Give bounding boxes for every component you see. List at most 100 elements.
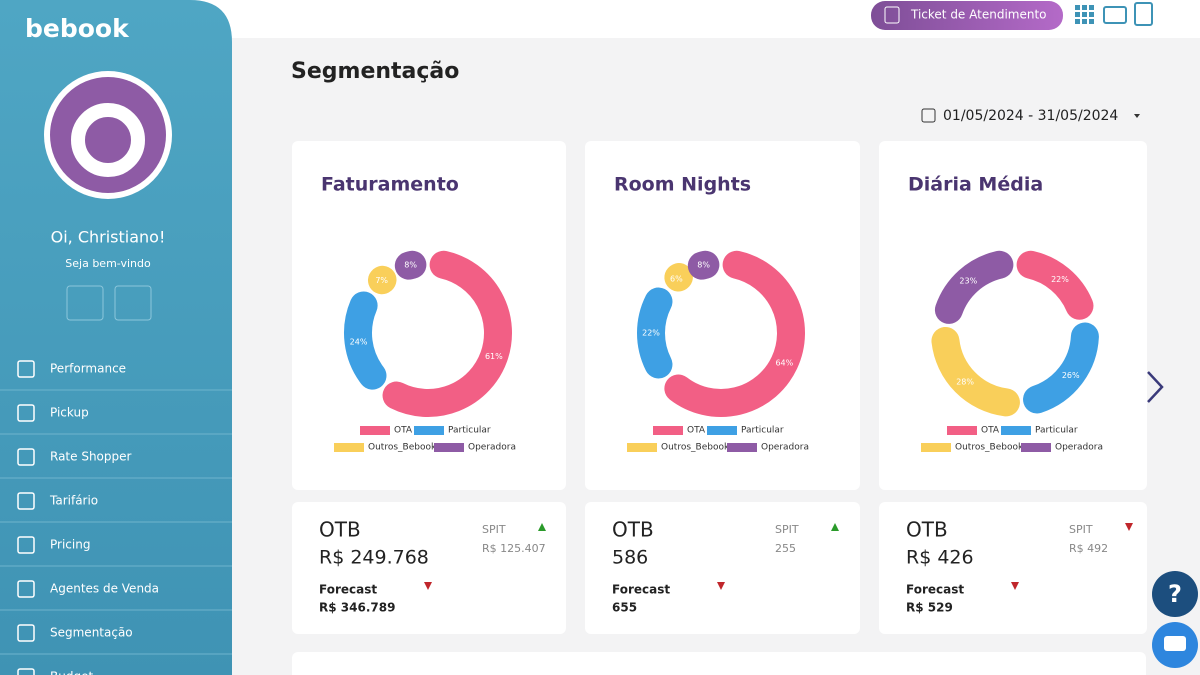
calendar-icon[interactable] (921, 108, 936, 123)
menu-item[interactable]: Rate Shopper (50, 450, 132, 464)
legend-swatch (727, 443, 757, 452)
donut-segment (1023, 322, 1099, 414)
legend-swatch (414, 426, 444, 435)
menu-icon (17, 404, 35, 422)
kpi-card (292, 502, 566, 634)
legend-label: Outros_Bebook (955, 443, 1024, 453)
legend-swatch (1001, 426, 1031, 435)
menu-item[interactable]: Tarifário (49, 494, 98, 508)
segment-label: 64% (775, 358, 793, 367)
otb-value: R$ 426 (906, 547, 974, 569)
donut-segment (931, 326, 1020, 417)
legend-label: OTA (981, 426, 1000, 436)
forecast-value: 655 (612, 601, 637, 615)
otb-label: OTB (319, 518, 361, 542)
legend-label: OTA (687, 426, 706, 436)
legend-swatch (947, 426, 977, 435)
segment-label: 24% (350, 337, 368, 346)
menu-item[interactable]: Performance (50, 362, 126, 376)
segment-label: 22% (1051, 275, 1069, 284)
donut-segment (344, 291, 387, 390)
otb-label: OTB (906, 518, 948, 542)
legend-label: Particular (1035, 426, 1078, 436)
legend-swatch (334, 443, 364, 452)
avatar-logo-ring (71, 103, 145, 177)
greeting: Oi, Christiano! (51, 228, 166, 247)
menu-item[interactable]: Budget (50, 670, 93, 675)
chart-title: Faturamento (321, 174, 459, 196)
ticket-button[interactable] (871, 1, 1063, 30)
legend-label: Outros_Bebook (368, 443, 437, 453)
kpi-card (879, 502, 1147, 634)
chart-title: Diária Média (908, 174, 1043, 196)
menu-icon (17, 448, 35, 466)
avatar-logo (50, 77, 166, 193)
brand-logo: bebook (25, 14, 130, 43)
menu-icon (17, 360, 35, 378)
page-title: Segmentação (291, 59, 459, 84)
spit-label: SPIT (775, 523, 799, 536)
legend-swatch (707, 426, 737, 435)
menu-icon (17, 668, 35, 675)
legend-label: OTA (394, 426, 413, 436)
bottom-card (292, 652, 1146, 675)
spit-value: 255 (775, 542, 796, 555)
segment-label: 7% (375, 276, 388, 285)
chart-card (292, 141, 566, 490)
ticket-icon (884, 6, 900, 24)
forecast-trend (1011, 582, 1019, 590)
donut-segment (637, 287, 673, 379)
legend-label: Operadora (761, 443, 809, 453)
legend-label: Operadora (468, 443, 516, 453)
segment-label: 26% (1062, 371, 1080, 380)
chart-card (585, 141, 860, 490)
donut-segment (664, 250, 805, 417)
menu-icon (17, 580, 35, 598)
key-button[interactable] (66, 285, 104, 321)
date-range[interactable]: 01/05/2024 - 31/05/2024 (943, 108, 1118, 124)
otb-label: OTB (612, 518, 654, 542)
donut-segment (394, 250, 427, 280)
segment-label: 8% (404, 261, 417, 270)
spit-value: R$ 125.407 (482, 542, 546, 555)
chart-title: Room Nights (614, 174, 751, 196)
donut-segment (687, 250, 720, 280)
help-icon: ? (1168, 580, 1182, 608)
legend-swatch (1021, 443, 1051, 452)
menu-item[interactable]: Agentes de Venda (50, 582, 159, 596)
date-caret[interactable] (1134, 114, 1140, 118)
legend-label: Operadora (1055, 443, 1103, 453)
forecast-label: Forecast (906, 583, 964, 597)
segment-label: 8% (697, 261, 710, 270)
menu-icon (17, 492, 35, 510)
otb-value: 586 (612, 547, 648, 569)
welcome: Seja bem-vindo (65, 257, 151, 270)
legend-swatch (360, 426, 390, 435)
legend-swatch (627, 443, 657, 452)
legend-swatch (921, 443, 951, 452)
menu-icon (17, 536, 35, 554)
help-button[interactable] (1152, 571, 1198, 617)
kpi-card (585, 502, 860, 634)
apps-icon[interactable] (1075, 5, 1094, 24)
forecast-trend (717, 582, 725, 590)
edit-button[interactable] (114, 285, 152, 321)
spit-value: R$ 492 (1069, 542, 1108, 555)
profile-icon[interactable] (1134, 2, 1153, 26)
segment-label: 61% (485, 352, 503, 361)
forecast-value: R$ 346.789 (319, 601, 395, 615)
menu-item[interactable]: Segmentação (50, 626, 133, 640)
segment-label: 22% (642, 329, 660, 338)
spit-label: SPIT (482, 523, 506, 536)
briefcase-icon[interactable] (1103, 6, 1127, 24)
next-arrow[interactable] (1147, 371, 1164, 403)
menu-item[interactable]: Pickup (50, 406, 89, 420)
chart-card (879, 141, 1147, 490)
menu-item[interactable]: Pricing (50, 538, 90, 552)
legend-label: Outros_Bebook (661, 443, 730, 453)
legend-swatch (434, 443, 464, 452)
forecast-value: R$ 529 (906, 601, 953, 615)
donut-segment (934, 250, 1014, 324)
donut-segment (1016, 250, 1094, 320)
